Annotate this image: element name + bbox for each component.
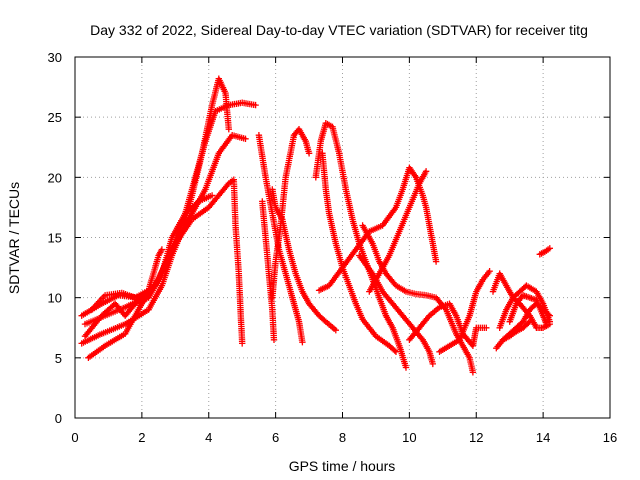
marker-path — [359, 222, 477, 376]
series-trace-5 — [81, 192, 216, 340]
marker-path — [269, 126, 313, 301]
x-tick-label: 2 — [138, 430, 145, 445]
marker-path — [356, 252, 436, 368]
y-tick-label: 0 — [55, 411, 62, 426]
series-trace-23 — [499, 318, 533, 343]
x-tick-label: 4 — [205, 430, 212, 445]
marker-path — [436, 268, 493, 355]
marker-path — [259, 198, 278, 343]
x-tick-label: 12 — [469, 430, 483, 445]
chart-title: Day 332 of 2022, Sidereal Day-to-day VTE… — [90, 22, 588, 38]
series-trace-18 — [436, 268, 493, 355]
y-tick-label: 25 — [48, 110, 62, 125]
marker-path — [319, 150, 400, 355]
y-tick-label: 30 — [48, 50, 62, 65]
y-tick-label: 5 — [55, 351, 62, 366]
marker-path — [506, 292, 550, 328]
series-trace-22 — [506, 292, 550, 328]
marker-path — [496, 282, 553, 331]
x-axis-label: GPS time / hours — [289, 458, 396, 474]
series-trace-7 — [255, 132, 306, 346]
x-tick-label: 10 — [402, 430, 416, 445]
marker-path — [315, 164, 440, 294]
x-tick-label: 6 — [272, 430, 279, 445]
y-tick-label: 15 — [48, 231, 62, 246]
series-trace-21 — [496, 282, 553, 331]
marker-path — [88, 246, 166, 313]
y-axis-label: SDTVAR / TECUs — [6, 182, 22, 294]
series-trace-14 — [359, 222, 477, 376]
series-trace-12 — [319, 150, 400, 355]
x-tick-label: 14 — [536, 430, 550, 445]
marker-path — [81, 192, 216, 340]
x-tick-label: 8 — [339, 430, 346, 445]
x-tick-label: 0 — [71, 430, 78, 445]
marker-path — [536, 245, 553, 258]
grid — [75, 57, 610, 418]
series-trace-9 — [259, 198, 278, 343]
series-trace-10 — [269, 126, 313, 301]
y-tick-label: 10 — [48, 291, 62, 306]
y-tick-label: 20 — [48, 170, 62, 185]
series-trace-16 — [356, 252, 436, 368]
series-trace-24 — [536, 245, 553, 258]
x-tick-label: 16 — [603, 430, 617, 445]
series-trace-6 — [88, 246, 166, 313]
data-series — [78, 75, 553, 376]
marker-path — [78, 132, 249, 319]
marker-path — [499, 318, 533, 343]
marker-path — [255, 132, 306, 346]
axis-ticks: 0 2 4 6 8 10 12 14 16 0 5 10 15 20 25 30 — [48, 50, 618, 445]
series-trace-13 — [315, 164, 440, 294]
series-trace-4 — [78, 132, 249, 319]
